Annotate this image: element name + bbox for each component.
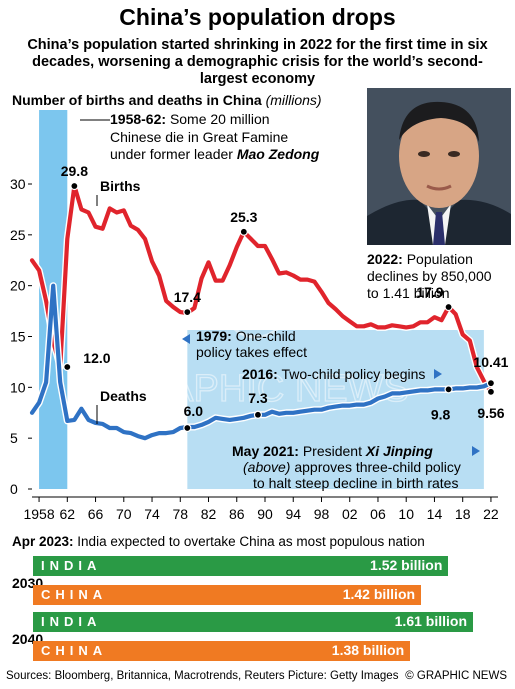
y-tick-label: 5 xyxy=(10,430,18,446)
chart-title: Number of births and deaths in China (mi… xyxy=(12,92,322,108)
country-label: CHINA xyxy=(41,587,108,602)
data-value-label: 25.3 xyxy=(230,209,257,225)
svg-text:(above) approves three-child p: (above) approves three-child policy xyxy=(243,459,461,475)
country-label: INDIA xyxy=(41,558,102,573)
data-value-label: 17.9 xyxy=(416,284,443,300)
y-tick-label: 10 xyxy=(10,379,26,395)
svg-text:under former leader Mao Zedong: under former leader Mao Zedong xyxy=(110,146,320,162)
svg-text:Chinese die in Great Famine: Chinese die in Great Famine xyxy=(110,129,288,145)
right-arrow-icon xyxy=(434,369,442,379)
births-line xyxy=(29,183,493,394)
data-value-label: 7.3 xyxy=(248,390,268,406)
svg-text:policy takes effect: policy takes effect xyxy=(196,344,307,360)
portrait-photo xyxy=(367,88,511,245)
forecast-value: 1.38 billion xyxy=(331,642,405,658)
svg-text:2022: Population: 2022: Population xyxy=(367,251,473,267)
data-point-marker xyxy=(63,362,72,372)
data-point-marker xyxy=(183,308,192,317)
forecast-value: 1.61 billion xyxy=(394,613,467,629)
famine-annotation: 1958-62: Some 20 million Chinese die in … xyxy=(80,111,320,162)
data-point-marker xyxy=(486,379,496,388)
subheadline: China’s population started shrinking in … xyxy=(27,37,488,87)
three-child-annotation: May 2021: President Xi Jinping (above) a… xyxy=(232,443,480,491)
watermark-logo-text: GN xyxy=(235,291,277,322)
data-point-marker xyxy=(239,227,248,236)
y-tick-label: 0 xyxy=(10,481,18,497)
svg-text:May 2021: President Xi Jinping: May 2021: President Xi Jinping xyxy=(232,443,433,459)
forecast-value: 1.42 billion xyxy=(342,586,416,602)
x-tick-label: 62 xyxy=(60,506,76,522)
svg-text:1979: One-child: 1979: One-child xyxy=(196,328,296,344)
svg-text:2016: Two-child policy begins: 2016: Two-child policy begins xyxy=(242,366,425,382)
x-tick-label: 10 xyxy=(398,506,414,522)
headline: China’s population drops xyxy=(119,4,396,30)
data-value-label: 6.0 xyxy=(184,403,204,419)
data-point-marker xyxy=(70,181,79,191)
data-value-label: 17.4 xyxy=(174,289,201,305)
data-point-marker xyxy=(183,423,192,433)
x-tick-label: 86 xyxy=(229,506,245,522)
forecast-bar-india-2040: INDIA 1.61 billion xyxy=(33,612,473,632)
forecast-bar-china-2040: CHINA 1.38 billion xyxy=(33,641,411,661)
data-value-label: 10.41 xyxy=(473,354,508,370)
x-tick-label: 14 xyxy=(427,506,443,522)
x-tick-label: 74 xyxy=(144,506,160,522)
data-value-label: 9.8 xyxy=(431,406,451,422)
svg-text:to halt steep decline in birth: to halt steep decline in birth rates xyxy=(253,475,458,491)
country-label: INDIA xyxy=(41,614,102,629)
population-2022-annotation: 2022: Population declines by 850,000 to … xyxy=(367,251,492,301)
y-tick-label: 15 xyxy=(10,329,26,345)
x-tick-label: 1958 xyxy=(23,506,54,522)
two-child-annotation: 2016: Two-child policy begins xyxy=(242,366,442,382)
data-point-marker xyxy=(486,387,496,396)
country-label: CHINA xyxy=(41,643,108,658)
svg-text:1958-62: Some 20 million: 1958-62: Some 20 million xyxy=(110,111,270,127)
series-label-deaths: Deaths xyxy=(100,388,147,404)
left-arrow-icon xyxy=(182,334,190,344)
forecast-bar-china-2030: CHINA 1.42 billion xyxy=(33,585,422,605)
data-value-label: 9.56 xyxy=(477,405,504,421)
svg-text:declines by 850,000: declines by 850,000 xyxy=(367,268,492,284)
data-point-marker xyxy=(253,410,263,419)
x-tick-label: 78 xyxy=(172,506,188,522)
one-child-annotation: 1979: One-child policy takes effect xyxy=(182,328,307,360)
y-tick-label: 30 xyxy=(10,176,26,192)
footer-brand: © GRAPHIC NEWS xyxy=(405,670,507,682)
x-tick-label: 98 xyxy=(314,506,330,522)
x-tick-label: 06 xyxy=(370,506,386,522)
x-tick-label: 82 xyxy=(201,506,217,522)
x-tick-label: 18 xyxy=(455,506,471,522)
data-point-marker xyxy=(444,302,453,312)
x-tick-label: 02 xyxy=(342,506,358,522)
x-tick-label: 90 xyxy=(257,506,273,522)
x-tick-label: 70 xyxy=(116,506,132,522)
right-arrow-icon xyxy=(472,446,480,456)
watermark-logo xyxy=(222,271,290,339)
x-tick-label: 94 xyxy=(285,506,301,522)
x-tick-label: 22 xyxy=(483,506,499,522)
y-tick-label: 25 xyxy=(10,227,26,243)
forecast-value: 1.52 billion xyxy=(370,557,443,573)
x-tick-label: 66 xyxy=(88,506,104,522)
forecast-bar-india-2030: INDIA 1.52 billion xyxy=(33,556,449,576)
series-label-births: Births xyxy=(100,178,141,194)
data-value-label: 12.0 xyxy=(83,350,110,366)
forecast-header: Apr 2023: India expected to overtake Chi… xyxy=(12,534,425,549)
footer-sources: Sources: Bloomberg, Britannica, Macrotre… xyxy=(6,670,399,682)
data-point-marker xyxy=(444,385,453,394)
y-tick-label: 20 xyxy=(10,278,26,294)
data-value-label: 29.8 xyxy=(61,163,88,179)
svg-text:to 1.41 billion: to 1.41 billion xyxy=(367,285,450,301)
